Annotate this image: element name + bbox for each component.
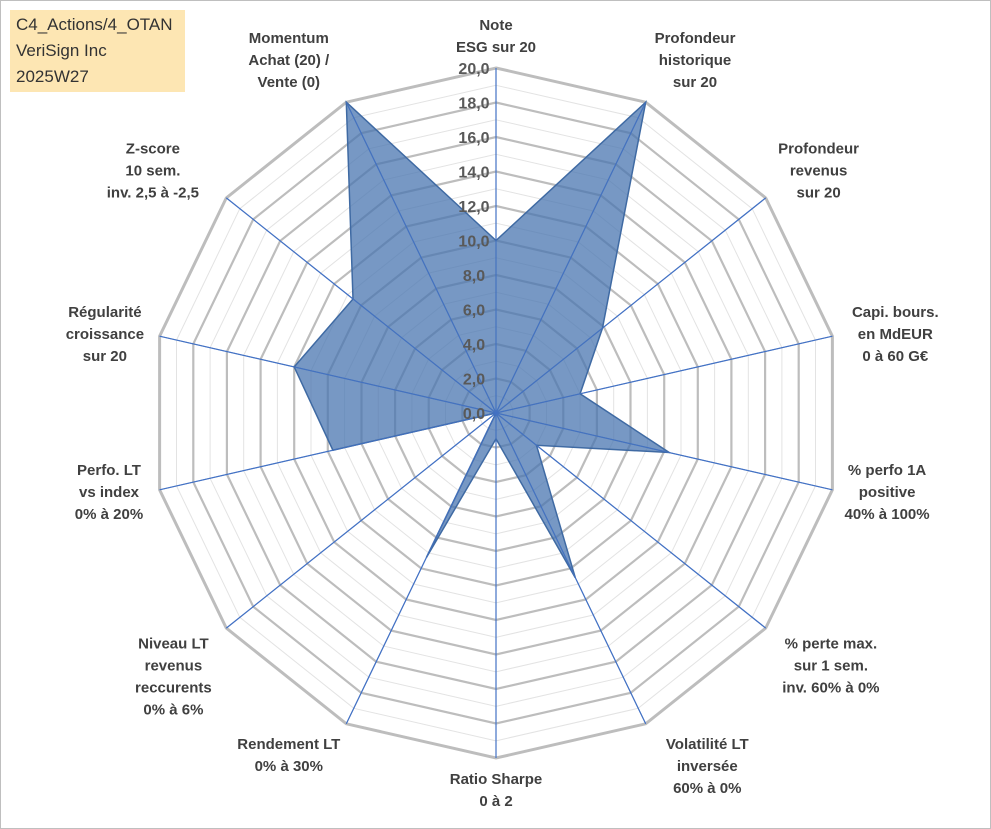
tick-label: 14,0 — [458, 165, 489, 182]
axis-line-overlay — [225, 197, 497, 414]
axis-category-label: Momentum Achat (20) / Vente (0) — [248, 30, 330, 91]
info-line-portfolio: C4_Actions/4_OTAN — [16, 15, 173, 34]
tick-label: 10,0 — [458, 234, 489, 251]
axis-line-overlay — [159, 412, 497, 491]
axis-line-overlay — [159, 335, 497, 414]
axis-category-label: Régularité croissance sur 20 — [66, 304, 144, 365]
info-line-company: VeriSign Inc — [16, 41, 107, 60]
axis-category-label: Volatilité LT inversée 60% à 0% — [666, 736, 749, 797]
axis-category-label: % perte max. sur 1 sem. inv. 60% à 0% — [782, 635, 879, 696]
axis-category-label: Profondeur revenus sur 20 — [778, 141, 859, 202]
axis-line-overlay — [495, 412, 833, 491]
axis-category-label: Ratio Sharpe 0 à 2 — [450, 771, 543, 810]
axis-category-label: Note ESG sur 20 — [456, 17, 536, 56]
tick-label: 12,0 — [458, 199, 489, 216]
axis-category-label: Profondeur historique sur 20 — [655, 30, 736, 91]
tick-label: 16,0 — [458, 130, 489, 147]
axis-line-overlay — [225, 412, 497, 629]
axis-category-label: Rendement LT 0% à 30% — [237, 736, 340, 775]
axis-category-label: Capi. bours. en MdEUR 0 à 60 G€ — [852, 304, 939, 365]
axis-line-overlay — [495, 197, 767, 414]
axis-category-label: Niveau LT revenus reccurents 0% à 6% — [135, 635, 212, 718]
axis-category-label: Z-score 10 sem. inv. 2,5 à -2,5 — [107, 141, 199, 202]
tick-label: 2,0 — [463, 372, 485, 389]
axis-line-overlay — [495, 101, 647, 414]
axis-category-label: Perfo. LT vs index 0% à 20% — [75, 462, 143, 523]
axis-line-overlay — [495, 412, 647, 725]
radar-axis-labels: Note ESG sur 20 Profondeur historique sur 20… — [66, 17, 939, 810]
axis-line-overlay — [495, 335, 833, 414]
tick-label: 18,0 — [458, 96, 489, 113]
info-box: C4_Actions/4_OTAN VeriSign Inc 2025W27 — [10, 10, 185, 92]
axis-category-label: % perfo 1A positive 40% à 100% — [845, 462, 930, 523]
tick-label: 0,0 — [463, 406, 485, 423]
tick-label: 4,0 — [463, 337, 485, 354]
tick-label: 6,0 — [463, 303, 485, 320]
radar-series — [159, 68, 833, 758]
axis-line-overlay — [495, 412, 767, 629]
tick-label: 20,0 — [458, 61, 489, 78]
info-line-week: 2025W27 — [16, 67, 89, 86]
radar-tick-labels: 0,0 2,0 4,0 6,0 8,0 10,0 12,0 14,0 16,0 18,0 20,0 — [458, 61, 489, 423]
axis-line-overlay — [345, 412, 497, 725]
axis-line-overlay — [345, 101, 497, 414]
tick-label: 8,0 — [463, 268, 485, 285]
